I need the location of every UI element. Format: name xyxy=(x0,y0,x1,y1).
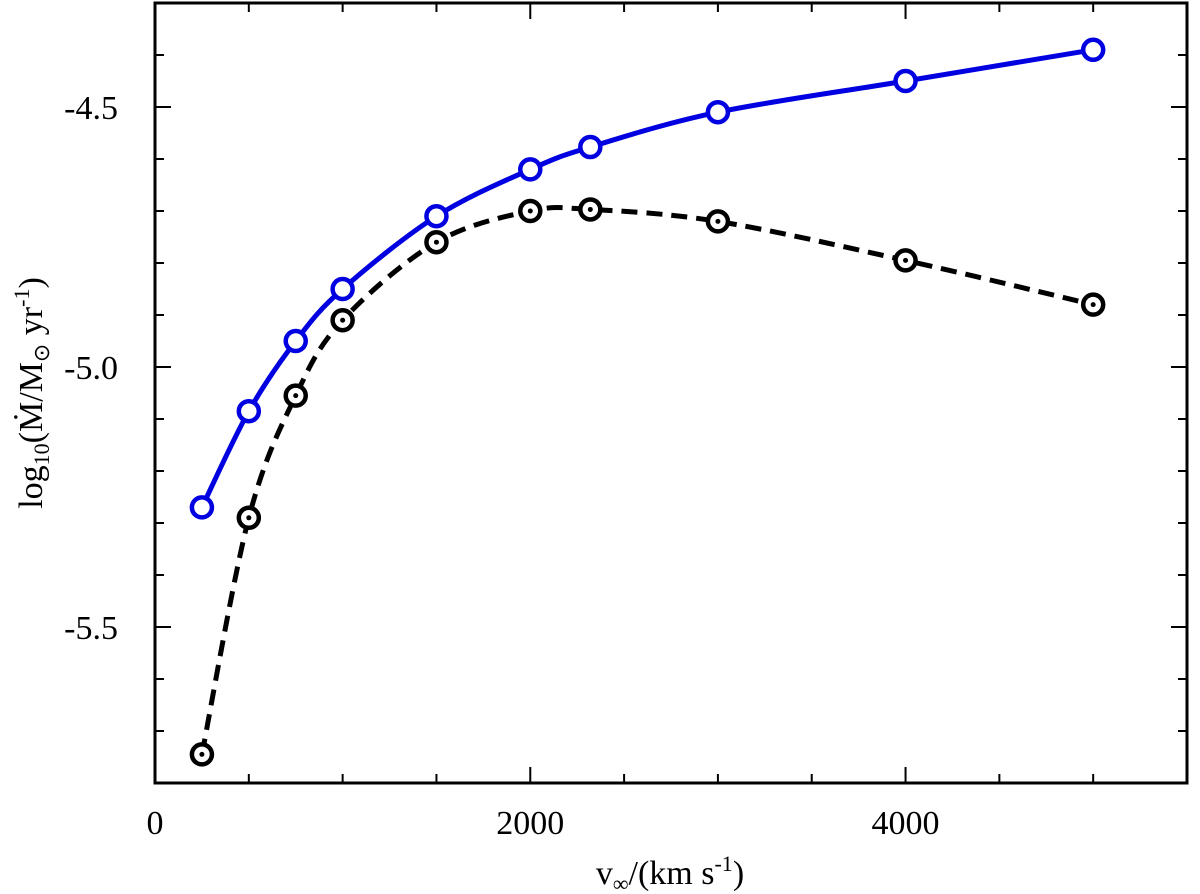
y-axis-title: log10(Ṁ/M⊙ yr-1) xyxy=(9,277,54,509)
x-axis-title: v∞/(km s-1) xyxy=(596,851,744,894)
series-2-point-dot xyxy=(527,208,533,214)
series-1-point xyxy=(705,99,731,125)
tick-labels: 0 2000 4000 -5.5 -5.0 -4.5 xyxy=(64,90,939,842)
series-1-point xyxy=(189,495,215,520)
series-1-point xyxy=(283,328,308,354)
series-2-point-dot xyxy=(246,515,252,521)
series-2-point-dot xyxy=(199,751,205,757)
series-1-point xyxy=(893,68,918,94)
series-2-point-dot xyxy=(433,239,439,245)
series-2-point-dot xyxy=(340,317,346,323)
series-2-line xyxy=(199,205,1094,755)
series-2-point-dot xyxy=(587,206,593,212)
series-2-point-dot xyxy=(903,257,909,263)
series-1-point xyxy=(424,203,449,229)
series-1-line xyxy=(199,47,1094,509)
series-2-point-dot xyxy=(293,393,299,399)
y-tick-label: -5.5 xyxy=(64,610,118,647)
x-tick-label: 0 xyxy=(147,805,164,842)
series-2-point-dot xyxy=(715,218,721,224)
y-tick-label: -5.0 xyxy=(64,350,118,387)
x-tick-label: 2000 xyxy=(496,805,564,842)
series-1-point xyxy=(1080,37,1106,63)
series-1-point xyxy=(236,398,262,424)
x-tick-label: 4000 xyxy=(872,805,940,842)
series-1-point xyxy=(330,276,355,302)
series-1-point xyxy=(578,134,603,160)
series-group xyxy=(189,37,1106,767)
series-1-point xyxy=(518,157,543,182)
ticks xyxy=(154,3,1187,783)
y-tick-label: -4.5 xyxy=(64,90,118,127)
series-2-point-dot xyxy=(1090,302,1096,308)
plot-frame xyxy=(153,1,1189,785)
